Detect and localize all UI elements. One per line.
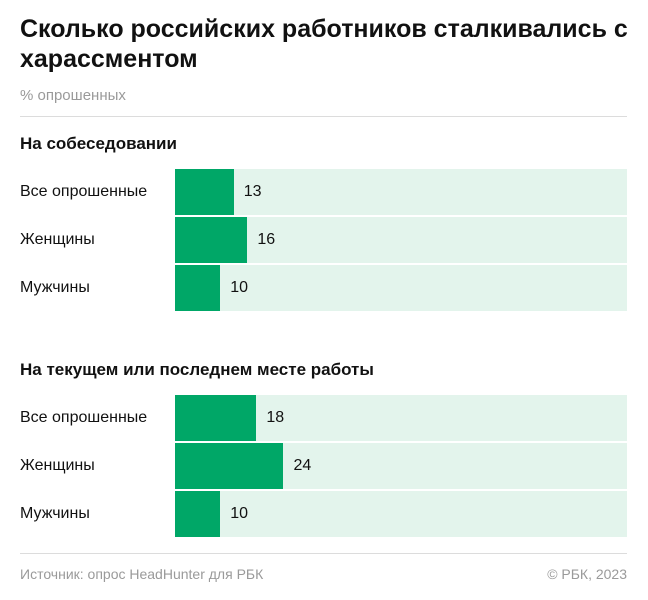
chart-title: Сколько российских работников сталкивали… xyxy=(20,15,628,73)
bar xyxy=(175,443,284,489)
group-title: На собеседовании xyxy=(20,134,177,153)
data-label: 16 xyxy=(257,231,276,248)
data-label: 10 xyxy=(230,505,248,522)
bar xyxy=(175,217,248,263)
category-label: Мужчины xyxy=(20,505,90,522)
data-label: 13 xyxy=(243,183,262,200)
bar-track: 16 xyxy=(175,217,627,263)
category-label: Мужчины xyxy=(20,279,90,296)
bar xyxy=(175,491,221,537)
data-label: 24 xyxy=(293,457,312,474)
category-label: Все опрошенные xyxy=(20,183,148,200)
bar-track: 10 xyxy=(175,265,627,311)
source-note: Источник: опрос HeadHunter для РБК xyxy=(20,566,264,582)
category-label: Женщины xyxy=(20,457,95,474)
bar-track: 13 xyxy=(175,169,627,215)
bar-track: 10 xyxy=(175,491,627,537)
category-label: Все опрошенные xyxy=(20,409,148,426)
bar xyxy=(175,265,221,311)
chart-subtitle: % опрошенных xyxy=(20,87,126,104)
bar-track: 18 xyxy=(175,395,627,441)
bar xyxy=(175,395,257,441)
group-title: На текущем или последнем месте работы xyxy=(20,360,374,379)
data-label: 18 xyxy=(266,409,285,426)
category-label: Женщины xyxy=(20,231,95,248)
divider xyxy=(20,553,627,554)
data-label: 10 xyxy=(230,279,248,296)
bar xyxy=(175,169,234,215)
divider xyxy=(20,116,627,117)
copyright: © РБК, 2023 xyxy=(547,566,627,582)
bar-track: 24 xyxy=(175,443,627,489)
